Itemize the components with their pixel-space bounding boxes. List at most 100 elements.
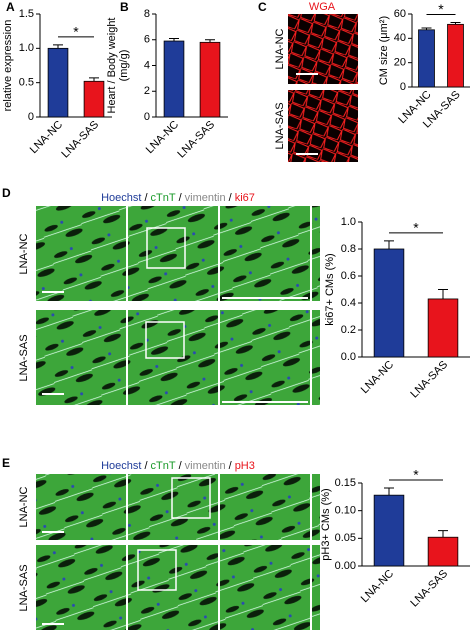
y-tick-label: 0.05 [335, 532, 356, 544]
error-bar [53, 44, 63, 49]
bar [373, 248, 405, 358]
zoom-box [145, 321, 185, 359]
x-tick-label: LNA-NC [359, 359, 396, 396]
micrograph [288, 14, 358, 84]
row-label: LNA-SAS [274, 102, 286, 149]
y-tick-label: 0.6 [341, 270, 356, 282]
micrograph [36, 310, 126, 405]
significance-mark: * [413, 467, 419, 483]
micrograph [312, 310, 320, 405]
y-tick-label: 6 [144, 34, 150, 46]
y-tick-label: 0.00 [335, 560, 356, 572]
bar [199, 41, 221, 118]
micrograph [220, 474, 310, 540]
error-bar [450, 22, 461, 25]
x-tick-label: LNA-NC [359, 568, 396, 605]
zoom-box [137, 549, 177, 591]
micrograph [36, 474, 126, 540]
x-tick-label: LNA-SAS [408, 359, 450, 401]
zoom-box [146, 227, 186, 269]
y-tick-label: 0 [28, 111, 34, 123]
stain-name: cTnT [151, 192, 176, 204]
panel-label: B [120, 0, 129, 14]
x-tick-label: LNA-SAS [408, 568, 450, 610]
panel-label: E [2, 456, 10, 470]
y-tick-label: 60 [394, 8, 406, 20]
separator: / [144, 192, 148, 204]
panel-label: C [258, 0, 267, 14]
separator: / [179, 192, 183, 204]
x-tick-label: LNA-SAS [175, 119, 217, 161]
y-tick-label: 2 [144, 85, 150, 97]
stain-name: Hoechst [101, 460, 141, 472]
y-tick-label: 4 [144, 59, 150, 71]
y-tick-label: 0 [144, 111, 150, 123]
micrograph [128, 206, 218, 301]
row-label: LNA-SAS [18, 564, 30, 611]
y-tick-label: 0.0 [341, 351, 356, 363]
y-tick-label: 1.0 [19, 42, 34, 54]
y-tick-label: 20 [394, 57, 406, 69]
separator: / [144, 460, 148, 472]
separator: / [229, 460, 233, 472]
error-bar [169, 37, 179, 42]
bar [47, 47, 69, 118]
micrograph-grid [36, 206, 320, 405]
significance-mark: * [438, 1, 444, 17]
panel-label: A [6, 0, 15, 14]
y-tick-label: 40 [394, 32, 406, 44]
micrograph [128, 474, 218, 540]
stain-name: vimentin [185, 460, 226, 472]
separator: / [229, 192, 233, 204]
bar [427, 536, 459, 567]
micrograph [288, 90, 358, 162]
y-tick-label: 0 [400, 81, 406, 93]
error-bar [438, 289, 448, 299]
bar [418, 29, 435, 88]
micrograph [312, 474, 320, 540]
micrograph [312, 206, 320, 301]
y-tick-label: 1.5 [19, 8, 34, 20]
y-axis-label: ki67+ CMs (%) [324, 253, 336, 325]
row-label: LNA-NC [18, 233, 30, 274]
y-tick-label: 0.10 [335, 505, 356, 517]
y-axis-label: CM size (μm²) [378, 16, 390, 85]
micrograph [220, 206, 310, 301]
stain-name: pH3 [235, 460, 255, 472]
y-tick-label: 0.8 [341, 243, 356, 255]
y-axis-label: relative expression [2, 20, 14, 112]
stain-name: cTnT [151, 460, 176, 472]
y-tick-label: 1.0 [341, 216, 356, 228]
y-axis-label: Sirt1 AS lncRNA [0, 25, 2, 106]
y-tick-label: 0.2 [341, 324, 356, 336]
error-bar [421, 27, 432, 30]
error-bar [384, 487, 394, 496]
y-axis-label: pH3+ CMs (%) [320, 488, 332, 560]
row-label: LNA-NC [18, 486, 30, 527]
bar [83, 80, 105, 118]
micrograph [36, 545, 126, 630]
micrograph [312, 545, 320, 630]
error-bar [438, 530, 448, 538]
row-label: LNA-SAS [18, 334, 30, 381]
bar [373, 494, 405, 567]
stain-name: Hoechst [101, 192, 141, 204]
stain-legend: Hoechst / cTnT / vimentin / pH3 [101, 460, 255, 472]
micrograph-grid [36, 474, 320, 630]
y-axis-label: Heart / Body weight [106, 18, 118, 114]
error-bar [89, 77, 99, 82]
significance-mark: * [413, 220, 419, 236]
significance-mark: * [73, 24, 79, 40]
bar [163, 40, 185, 118]
y-tick-label: 0.4 [341, 297, 356, 309]
micrograph [36, 206, 126, 301]
error-bar [205, 39, 215, 43]
bar [447, 23, 464, 88]
y-tick-label: 8 [144, 8, 150, 20]
y-axis-label: (mg/g) [118, 50, 130, 82]
zoom-box [171, 477, 211, 519]
bar [427, 298, 459, 358]
panel-label: D [2, 186, 11, 200]
stain-name: vimentin [185, 192, 226, 204]
